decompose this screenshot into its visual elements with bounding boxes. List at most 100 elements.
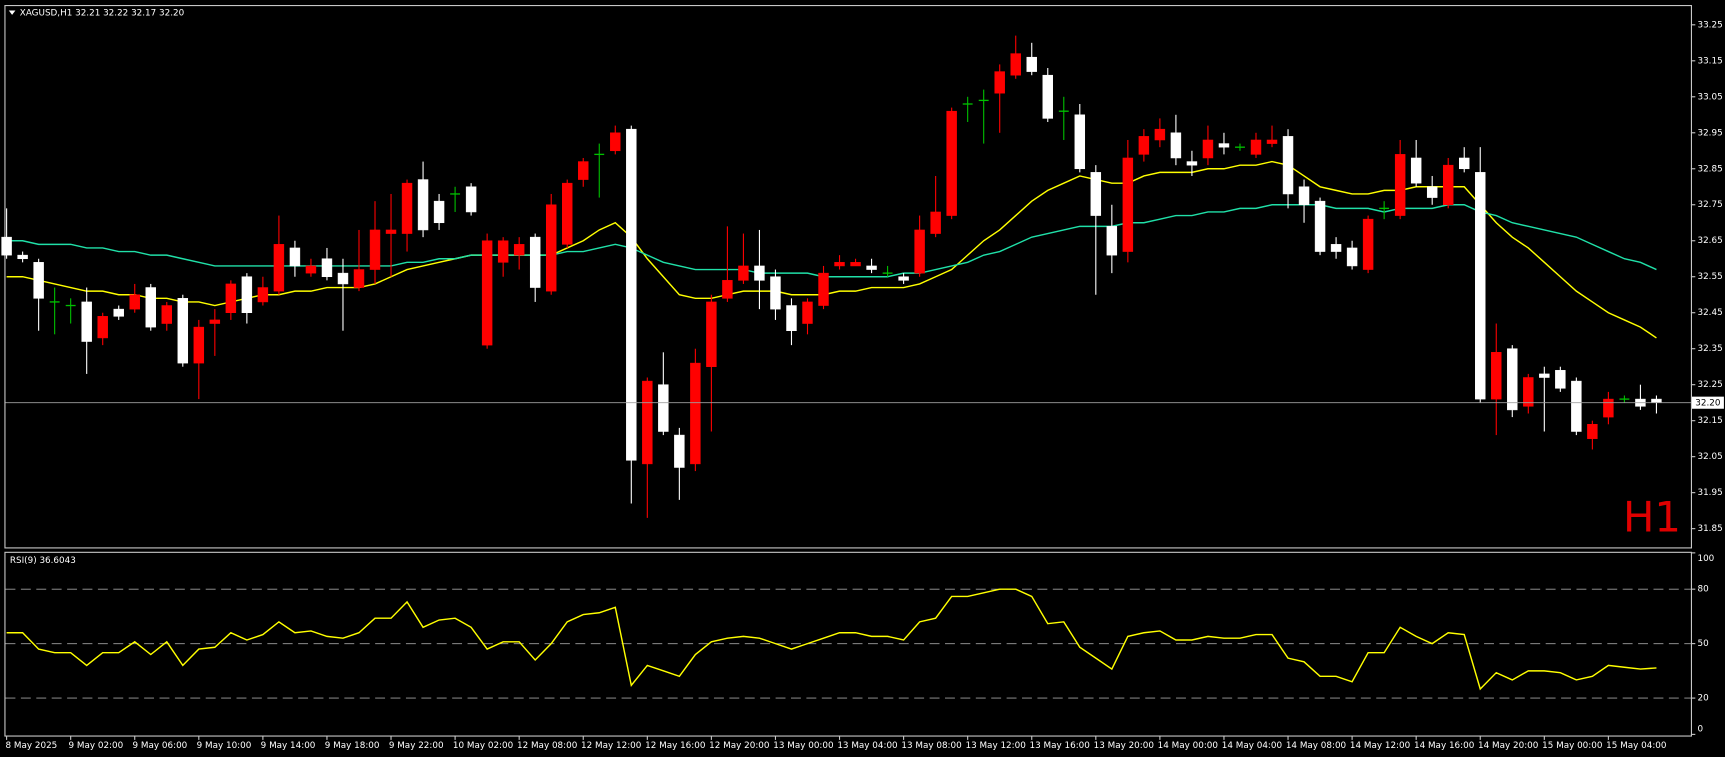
menu-triangle[interactable] [8, 10, 16, 15]
candle-body [1346, 247, 1358, 267]
candle-body [1410, 157, 1422, 184]
candle-body [209, 319, 221, 324]
candle-body [1282, 136, 1294, 195]
candle-body [369, 229, 381, 270]
y-tick-label: 32.05 [1697, 452, 1722, 462]
x-tick-label: 13 May 00:00 [773, 741, 834, 751]
moving-average-line [6, 160, 1657, 339]
x-tick-label: 15 May 04:00 [1606, 741, 1667, 751]
candle-body [1330, 244, 1342, 252]
candle-body [145, 287, 156, 328]
x-tick-label: 13 May 16:00 [1030, 741, 1091, 751]
y-tick-label: 32.25 [1697, 380, 1722, 390]
candle-body [1186, 161, 1198, 166]
candle-body [1507, 348, 1518, 411]
candle-body [562, 182, 573, 245]
candle-body [241, 276, 253, 314]
x-tick-label: 10 May 02:00 [453, 741, 514, 751]
candle-body [818, 272, 829, 306]
candle-body [914, 229, 925, 274]
x-tick-label: 12 May 08:00 [517, 741, 578, 751]
candle-body [1042, 74, 1053, 119]
candle-body [626, 128, 637, 461]
x-tick-label: 9 May 02:00 [68, 741, 123, 751]
candle-body [1587, 424, 1598, 439]
candle-body [177, 298, 189, 364]
candle-body [1314, 200, 1326, 252]
candle-body [193, 326, 205, 364]
x-tick-label: 14 May 12:00 [1350, 741, 1411, 751]
candle-body [1603, 398, 1614, 418]
candle-body [578, 161, 589, 180]
x-tick-label: 14 May 08:00 [1286, 741, 1347, 751]
candle-body [1491, 352, 1502, 400]
candle-body [850, 262, 861, 267]
x-tick-label: 14 May 00:00 [1158, 741, 1219, 751]
candle-body [1298, 186, 1310, 206]
candle-body [353, 269, 365, 288]
candle-body [930, 211, 941, 234]
candle-body [802, 301, 813, 324]
x-tick-label: 13 May 08:00 [901, 741, 962, 751]
candle-body [1442, 164, 1454, 206]
y-tick-label: 50 [1697, 639, 1709, 649]
y-tick-label: 32.95 [1697, 128, 1722, 138]
candle-body [1170, 132, 1182, 159]
candle-body [994, 71, 1005, 94]
candle-body [33, 262, 44, 299]
candle-body [690, 362, 701, 465]
candle-body [1362, 218, 1374, 270]
y-tick-label: 80 [1697, 585, 1709, 595]
candle-body [658, 384, 669, 432]
y-tick-label: 0 [1697, 724, 1703, 734]
candle-body [1539, 373, 1550, 378]
candle-body [17, 254, 28, 260]
x-tick-label: 14 May 20:00 [1478, 741, 1539, 751]
current-price-label: 32.20 [1695, 399, 1721, 409]
x-tick-label: 12 May 20:00 [709, 741, 770, 751]
candle-body [1122, 157, 1134, 252]
candle-body [1218, 143, 1230, 148]
candle-body [1106, 226, 1118, 256]
candle-body [129, 294, 140, 310]
x-tick-label: 9 May 14:00 [261, 741, 316, 751]
candle-body [1266, 139, 1278, 144]
candle-body [738, 265, 749, 281]
x-tick-label: 9 May 10:00 [197, 741, 252, 751]
candle-body [1475, 172, 1486, 400]
candle-body [305, 265, 317, 274]
y-tick-label: 33.15 [1697, 56, 1722, 66]
candle-body [257, 287, 269, 303]
candle-body [481, 240, 493, 346]
y-tick-label: 32.45 [1697, 308, 1722, 318]
candle-body [433, 200, 445, 224]
candle-body [706, 301, 717, 367]
candle-body [1459, 157, 1470, 170]
candle-body [289, 247, 301, 267]
candle-body [465, 186, 477, 213]
y-tick-label: 32.75 [1697, 200, 1722, 210]
x-tick-label: 9 May 22:00 [389, 741, 444, 751]
x-tick-label: 13 May 12:00 [965, 741, 1026, 751]
candle-body [946, 110, 957, 216]
candle-body [754, 265, 765, 281]
x-tick-label: 12 May 16:00 [645, 741, 706, 751]
candle-body [1523, 377, 1534, 407]
candle-body [1426, 186, 1438, 198]
candle-body [337, 272, 349, 285]
y-tick-label: 32.15 [1697, 416, 1722, 426]
timeframe-watermark: H1 [1623, 492, 1681, 541]
candle-body [1651, 398, 1662, 403]
chart-title: XAGUSD,H1 32.21 32.22 32.17 32.20 [20, 9, 185, 19]
x-tick-label: 9 May 18:00 [325, 741, 380, 751]
candle-body [97, 316, 108, 339]
y-tick-label: 20 [1697, 694, 1709, 704]
candle-body [1010, 53, 1021, 76]
candle-body [1154, 128, 1166, 141]
candle-body [1202, 139, 1214, 159]
candle-body [834, 262, 845, 267]
x-tick-label: 9 May 06:00 [133, 741, 188, 751]
candle-body [529, 236, 541, 288]
x-tick-label: 8 May 2025 [6, 741, 58, 751]
